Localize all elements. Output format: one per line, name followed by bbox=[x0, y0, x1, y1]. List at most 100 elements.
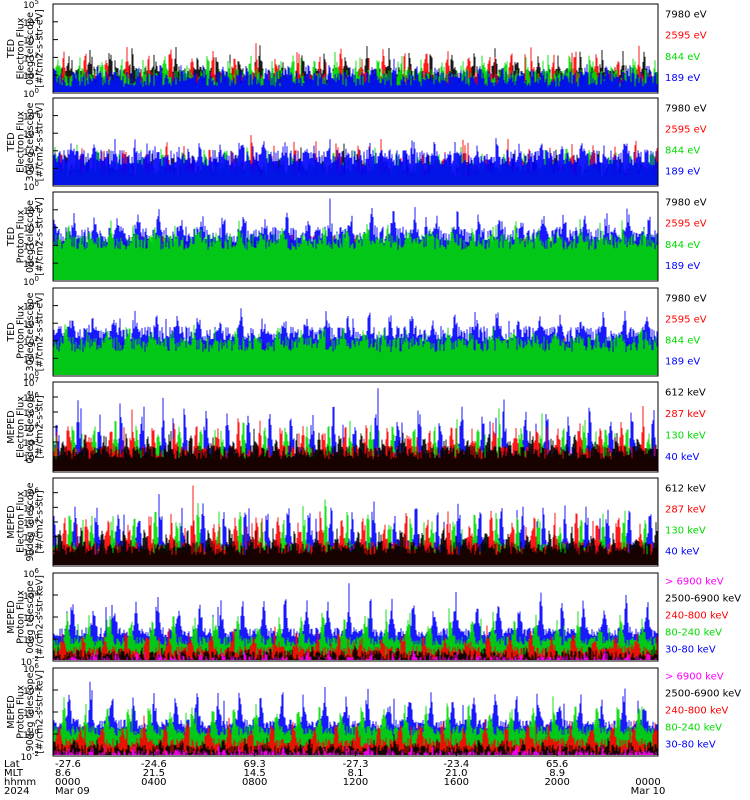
y-axis-label-line: [#/cm2-s-str] bbox=[35, 395, 46, 458]
y-axis-label: TEDProton Flux30deg telescope[#/cm2-s-st… bbox=[6, 292, 46, 371]
y-tick-exponent: 3 bbox=[35, 127, 39, 135]
y-axis-label: TEDElectron Flux0deg telescope[#/cm2-s-s… bbox=[6, 9, 46, 88]
legend-entry: 844 eV bbox=[665, 145, 700, 156]
y-tick-exponent: 4 bbox=[35, 589, 40, 597]
x-tick-lat: -27.3 bbox=[343, 759, 369, 770]
x-tick-mlt: 8.9 bbox=[549, 768, 565, 779]
legend-entry: 130 keV bbox=[665, 431, 706, 442]
y-tick-exponent: 2 bbox=[35, 335, 39, 343]
y-tick-label: 105 bbox=[23, 0, 39, 11]
y-tick-exponent: 3 bbox=[35, 531, 39, 539]
y-tick-exponent: 7 bbox=[35, 376, 39, 384]
y-axis-label-line: Proton Flux bbox=[16, 209, 27, 263]
legend-entry: 844 eV bbox=[665, 52, 700, 63]
legend-entry: 240-800 keV bbox=[665, 610, 729, 621]
y-axis-label-line: 90deg telescope bbox=[25, 482, 36, 561]
y-axis-label: MEPEDElectron Flux0deg telescope[#/cm2-s… bbox=[6, 390, 46, 463]
x-tick-lat: -23.4 bbox=[443, 759, 469, 770]
legend-entry: 2500-6900 keV bbox=[665, 594, 741, 605]
legend-entry: 40 keV bbox=[665, 452, 699, 463]
legend-entry: 2595 eV bbox=[665, 31, 707, 42]
y-tick-exponent: 6 bbox=[35, 487, 40, 495]
y-tick-exponent: 2 bbox=[35, 706, 39, 714]
legend-entry: 240-800 keV bbox=[665, 705, 729, 716]
legend-entry: 612 keV bbox=[665, 388, 706, 399]
legend-entry: 130 keV bbox=[665, 525, 706, 536]
x-tick-lat: -27.6 bbox=[55, 759, 81, 770]
y-axis-label-line: [#/cm2-s-str-eV] bbox=[35, 197, 46, 276]
y-axis-label-line: TED bbox=[6, 322, 17, 342]
legend-entry: 189 eV bbox=[665, 73, 700, 84]
y-tick-exponent: 3 bbox=[35, 317, 39, 325]
legend-entry: 2595 eV bbox=[665, 219, 707, 230]
legend-entry: 7980 eV bbox=[665, 10, 707, 21]
y-tick-exponent: 2 bbox=[35, 51, 39, 59]
x-tick-time: 0400 bbox=[141, 777, 166, 788]
x-axis-row-label: MLT bbox=[4, 768, 24, 779]
x-tick-date: Mar 10 bbox=[631, 786, 666, 797]
y-axis-label-line: 0deg telescope bbox=[25, 200, 36, 273]
y-axis-label-line: Electron Flux bbox=[16, 396, 27, 458]
y-tick-label: 100 bbox=[23, 87, 39, 100]
y-tick-exponent: 4 bbox=[35, 110, 40, 118]
y-tick-exponent: 0 bbox=[35, 87, 39, 95]
y-axis-label-line: [#/cm2-s-str-eV] bbox=[35, 9, 46, 88]
plot-frame bbox=[52, 3, 659, 94]
y-axis-label-line: 0deg telescope bbox=[25, 390, 36, 463]
y-tick-exponent: 4 bbox=[35, 421, 40, 429]
series-4-4 bbox=[52, 324, 658, 375]
legend-entry: 40 keV bbox=[665, 546, 699, 557]
y-axis-label-line: 0deg telescope bbox=[25, 580, 36, 653]
y-axis-label-line: Proton Flux bbox=[16, 305, 27, 359]
series-2-4 bbox=[52, 138, 658, 185]
plot-frame bbox=[52, 191, 659, 282]
y-axis-label-line: MEPED bbox=[6, 410, 17, 443]
x-tick-time: 1600 bbox=[444, 777, 469, 788]
y-tick-exponent: 2 bbox=[35, 611, 39, 619]
y-axis-label-line: 0deg telescope bbox=[25, 12, 36, 85]
y-tick-exponent: 4 bbox=[35, 16, 40, 24]
y-axis-label-line: [#/cm2-s-str-keV] bbox=[35, 575, 46, 659]
plot-frame bbox=[52, 97, 659, 187]
y-tick-exponent: 0 bbox=[35, 728, 39, 736]
legend-entry: 287 keV bbox=[665, 504, 706, 515]
plot-frame bbox=[52, 287, 659, 377]
x-tick-lat: 65.6 bbox=[546, 759, 568, 770]
legend-entry: 7980 eV bbox=[665, 198, 707, 209]
y-tick-exponent: 2 bbox=[35, 545, 39, 553]
legend-entry: 189 eV bbox=[665, 166, 700, 177]
y-axis-label-line: 30deg telescope bbox=[25, 292, 36, 371]
y-tick-exponent: 3 bbox=[35, 222, 39, 230]
y-tick-exponent: 0 bbox=[35, 370, 39, 378]
y-axis-label-line: MEPED bbox=[6, 600, 17, 633]
y-axis-label-line: 90deg telescope bbox=[25, 672, 36, 751]
y-axis-label-line: [#/cm2-s-str-eV] bbox=[35, 293, 46, 372]
legend-entry: 7980 eV bbox=[665, 103, 707, 114]
x-tick-time: 1200 bbox=[343, 777, 368, 788]
x-tick-mlt: 8.6 bbox=[55, 768, 71, 779]
y-tick-exponent: 4 bbox=[35, 684, 40, 692]
y-tick-exponent: -2 bbox=[32, 655, 39, 663]
y-tick-exponent: 6 bbox=[35, 391, 40, 399]
y-tick-exponent: 5 bbox=[35, 406, 39, 414]
x-tick-time: 0000 bbox=[635, 777, 660, 788]
legend-entry: > 6900 keV bbox=[665, 672, 724, 683]
x-tick-time: 0000 bbox=[55, 777, 80, 788]
y-axis-label-line: 30deg telescope bbox=[25, 102, 36, 181]
y-axis-label-line: [#/cm2-s-str] bbox=[35, 490, 46, 553]
y-tick-exponent: 5 bbox=[35, 0, 39, 6]
y-axis-label-line: TED bbox=[6, 39, 17, 59]
legend-entry: 844 eV bbox=[665, 335, 700, 346]
legend-entry: 844 eV bbox=[665, 240, 700, 251]
y-axis-label-line: [#/cm2-s-str-keV] bbox=[35, 670, 46, 754]
x-axis-row-label: 2024 bbox=[4, 786, 29, 797]
